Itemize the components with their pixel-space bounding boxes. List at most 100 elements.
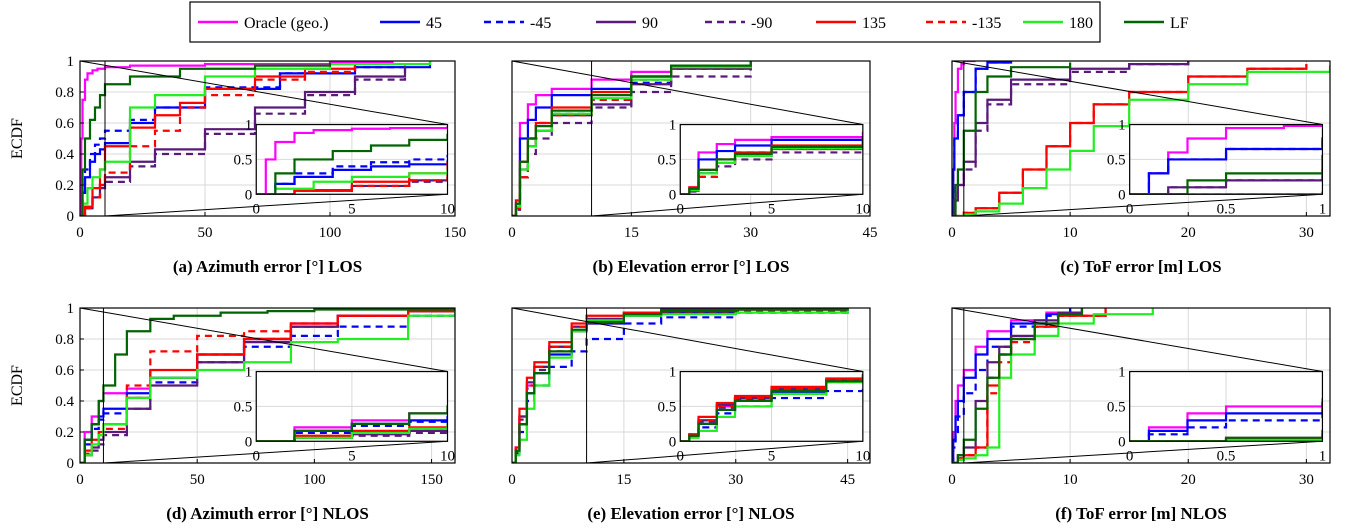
inset-xtick-label: 0.5 [1217, 448, 1236, 464]
xtick-label: 10 [1063, 472, 1078, 488]
xtick-label: 15 [624, 225, 639, 241]
inset-ytick-label: 0.5 [658, 399, 677, 415]
xtick-label: 0 [948, 225, 956, 241]
series-line-a-8 [80, 62, 332, 216]
xtick-label: 0 [948, 472, 956, 488]
inset-d: 0 5 10 0 0.5 1 [234, 365, 456, 465]
legend-box [189, 1, 1101, 43]
inset-frame [255, 123, 449, 195]
series-line-c-8 [952, 62, 1072, 216]
xtick-label: 45 [863, 225, 878, 241]
xtick-label: 30 [743, 225, 758, 241]
inset-a: 0 5 10 0 0.5 1 [234, 118, 456, 218]
inset-frame [1129, 123, 1324, 195]
series-line-a-0 [80, 61, 394, 216]
inset-series [256, 405, 448, 442]
xtick-label: 0 [76, 225, 84, 241]
inset-b: 0 5 10 0 0.5 1 [658, 118, 871, 218]
xtick-label: 30 [728, 472, 743, 488]
panel-caption-d: (d) Azimuth error [°] NLOS [166, 504, 369, 523]
ytick-label: 0 [67, 456, 75, 472]
xtick-label: 100 [303, 472, 326, 488]
panel-c: 0 10 20 300 0.5 100.51(c) ToF error [m] LOS [948, 60, 1331, 276]
inset-frame [679, 123, 864, 195]
legend-label-0: Oracle (geo.) [244, 15, 328, 32]
legend-label-7: 180 [1069, 15, 1093, 32]
inset-frame [255, 370, 449, 442]
inset-xtick-label: 10 [855, 201, 870, 217]
inset-xtick-label: 5 [348, 448, 356, 464]
zoom-connector [963, 440, 1323, 464]
inset-xtick-label: 0 [1126, 201, 1134, 217]
inset-xtick-label: 0 [253, 201, 261, 217]
ytick-label: 0.4 [55, 394, 74, 410]
inset-ytick-label: 1 [245, 365, 253, 381]
inset-ytick-label: 0.5 [234, 152, 253, 168]
y-axis-label: ECDF [9, 365, 26, 406]
zoom-connector [511, 307, 863, 373]
inset-xtick-label: 0.5 [1217, 201, 1236, 217]
ytick-label: 0.2 [55, 178, 74, 194]
ytick-label: 1 [67, 301, 75, 317]
inset-ytick-label: 0.5 [1107, 152, 1126, 168]
series-line-a-7 [80, 61, 432, 216]
inset-xtick-label: 1 [1319, 201, 1327, 217]
inset-ytick-label: 0 [1118, 187, 1126, 203]
xtick-label: 20 [1181, 472, 1196, 488]
inset-xtick-label: 10 [440, 201, 455, 217]
axes-frame-d [79, 307, 456, 464]
zoom-connector [511, 60, 863, 126]
series-line-b-7 [512, 61, 752, 216]
zoom-connector [104, 193, 448, 217]
inset-series-line-a-1 [256, 160, 448, 195]
inset-series-line-a-6 [256, 173, 448, 195]
ytick-label: 0 [67, 209, 75, 225]
xtick-label: 30 [1299, 472, 1314, 488]
inset-series-line-a-0 [256, 126, 448, 195]
ytick-label: 0.8 [55, 332, 74, 348]
zoom-connector [586, 440, 863, 464]
inset-ytick-label: 1 [669, 118, 677, 134]
inset-xtick-label: 10 [440, 448, 455, 464]
series-line-d-7 [80, 311, 455, 463]
inset-xtick-label: 5 [348, 201, 356, 217]
series-b [512, 61, 752, 216]
axes-frame-a [79, 60, 456, 217]
panel-b: 0 15 30 45 0 5 10 0 0.5 1 (b) Elevation error [°] … [508, 60, 878, 276]
ytick-label: 0.2 [55, 425, 74, 441]
xtick-label: 0 [508, 472, 516, 488]
xtick-label: 0 [508, 225, 516, 241]
panel-caption-f: (f) ToF error [m] NLOS [1055, 504, 1227, 523]
axes-frame-c [951, 60, 1331, 217]
xtick-label: 150 [444, 225, 467, 241]
inset-series-line-c-8 [1129, 154, 1323, 195]
inset-frame [679, 370, 864, 442]
legend-label-1: 45 [426, 15, 442, 32]
panel-caption-b: (b) Elevation error [°] LOS [593, 257, 790, 276]
zoom-connector [963, 193, 1323, 217]
legend-label-5: 135 [862, 15, 886, 32]
xtick-label: 50 [190, 472, 205, 488]
panel-e: 0 15 30 45 0 5 10 0 0.5 1 (e) Elevation error [°] … [508, 307, 871, 523]
legend-label-2: -45 [530, 15, 551, 32]
series-e [512, 308, 849, 463]
inset-e: 0 5 10 0 0.5 1 [658, 365, 871, 465]
ytick-label: 0.6 [55, 116, 74, 132]
legend: Oracle (geo.) 45 -45 90 -90 135 -135 180 LF [189, 1, 1189, 43]
xtick-label: 50 [198, 225, 213, 241]
zoom-connector [951, 60, 1323, 126]
inset-series-line-a-8 [256, 133, 448, 195]
inset-ytick-label: 1 [1118, 365, 1126, 381]
xtick-label: 100 [319, 225, 342, 241]
inset-series-line-d-2 [256, 417, 448, 442]
inset-ytick-label: 0 [245, 187, 253, 203]
inset-xtick-label: 0 [1126, 448, 1134, 464]
series-line-b-4 [512, 64, 752, 216]
inset-ytick-label: 0.5 [1107, 399, 1126, 415]
zoom-connector [79, 60, 448, 126]
inset-series [256, 126, 448, 195]
inset-ytick-label: 0 [245, 434, 253, 450]
inset-xtick-label: 0 [677, 448, 685, 464]
